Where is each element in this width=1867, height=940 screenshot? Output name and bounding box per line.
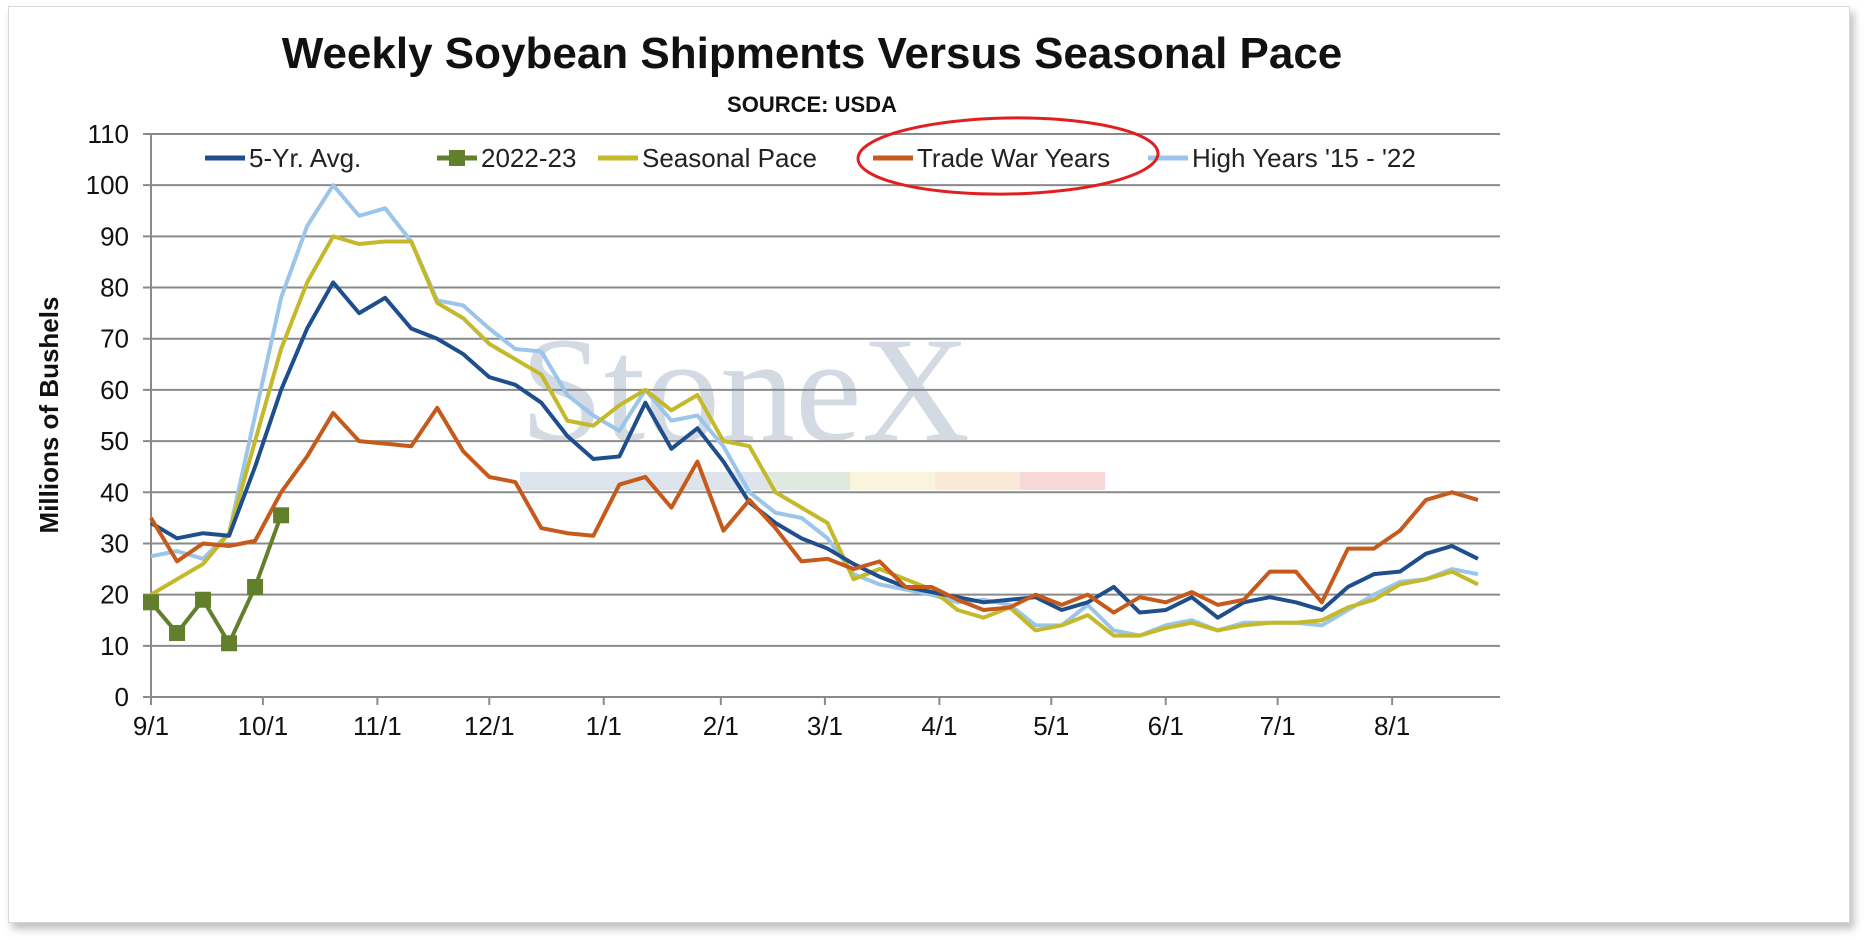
x-tick-label: 10/1 — [238, 711, 289, 741]
red-circle-annotation — [856, 116, 1160, 196]
y-tick-label: 0 — [115, 682, 129, 712]
data-point-marker — [247, 578, 264, 595]
legend-label: Seasonal Pace — [642, 143, 817, 173]
data-point-marker — [143, 594, 159, 611]
chart-subtitle: SOURCE: USDA — [727, 92, 897, 117]
x-tick-label: 11/1 — [353, 711, 402, 741]
x-tick-label: 3/1 — [807, 711, 843, 741]
series-line-trade-war-years — [149, 405, 1479, 615]
x-tick-label: 2/1 — [703, 711, 739, 741]
data-point-marker — [273, 507, 290, 524]
data-point-marker — [221, 635, 238, 652]
legend-marker — [449, 150, 465, 166]
y-tick-label: 50 — [100, 426, 129, 456]
y-tick-label: 60 — [100, 375, 129, 405]
series-line-seasonal-pace — [149, 234, 1479, 638]
y-tick-label: 80 — [100, 273, 129, 303]
stonex-watermark: StoneX — [520, 307, 1105, 490]
data-point-marker — [195, 591, 212, 608]
x-tick-label: 1/1 — [586, 711, 622, 741]
y-tick-label: 100 — [86, 170, 129, 200]
x-tick-label: 7/1 — [1260, 711, 1296, 741]
x-tick-label: 4/1 — [921, 711, 957, 741]
x-tick-label: 5/1 — [1033, 711, 1069, 741]
y-axis-label: Millions of Bushels — [34, 297, 64, 534]
x-tick-label: 8/1 — [1374, 711, 1410, 741]
chart-frame — [8, 6, 1850, 923]
x-tick-label: 12/1 — [464, 711, 515, 741]
y-tick-label: 90 — [100, 221, 129, 251]
y-tick-label: 70 — [100, 324, 129, 354]
legend-label: 5-Yr. Avg. — [249, 143, 361, 173]
legend-label: High Years '15 - '22 — [1192, 143, 1416, 173]
series-line-5-yr-avg- — [149, 280, 1479, 620]
data-point-marker — [169, 625, 186, 642]
x-tick-label: 6/1 — [1148, 711, 1184, 741]
legend-label: Trade War Years — [917, 143, 1110, 173]
chart-title: Weekly Soybean Shipments Versus Seasonal… — [282, 29, 1343, 78]
y-tick-label: 30 — [100, 528, 129, 558]
y-tick-label: 110 — [88, 119, 129, 149]
x-tick-label: 9/1 — [133, 711, 169, 741]
y-tick-label: 20 — [100, 580, 129, 610]
y-tick-label: 40 — [100, 477, 129, 507]
y-tick-label: 10 — [100, 631, 129, 661]
legend-label: 2022-23 — [481, 143, 576, 173]
